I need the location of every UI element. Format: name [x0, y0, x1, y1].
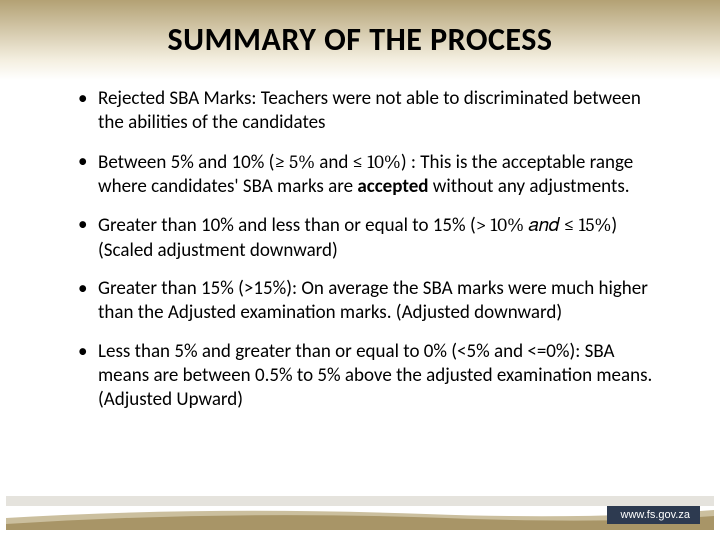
- bullet-text-part: > 10% 𝑎𝑛𝑑 ≤ 15%: [476, 214, 612, 236]
- bullet-item: Greater than 15% (>15%): On average the …: [78, 277, 660, 326]
- footer-url: www.fs.gov.za: [607, 506, 701, 524]
- slide-content: SUMMARY OF THE PROCESS Rejected SBA Mark…: [0, 0, 720, 412]
- bullet-text-part: Greater than 15% (>15%): On average the …: [98, 277, 648, 324]
- bullet-text-part: Rejected SBA Marks: Teachers were not ab…: [98, 87, 641, 134]
- slide-title: SUMMARY OF THE PROCESS: [60, 20, 660, 59]
- bullet-text-part: Between 5% and 10% (: [98, 151, 274, 174]
- bullet-text-part: ≥ 5%: [274, 151, 319, 173]
- bullet-list: Rejected SBA Marks: Teachers were not ab…: [60, 87, 660, 412]
- bullet-text-part: ≤ 10%: [348, 151, 401, 173]
- bullet-text-part: without any adjustments.: [428, 175, 629, 198]
- bullet-item: Less than 5% and greater than or equal t…: [78, 340, 660, 413]
- bullet-item: Between 5% and 10% (≥ 5% and ≤ 10%) : Th…: [78, 150, 660, 200]
- bullet-item: Rejected SBA Marks: Teachers were not ab…: [78, 87, 660, 136]
- bullet-text-part: and: [319, 151, 348, 174]
- bullet-text-part: Less than 5% and greater than or equal t…: [98, 340, 652, 412]
- footer: www.fs.gov.za: [0, 482, 720, 540]
- bullet-item: Greater than 10% and less than or equal …: [78, 213, 660, 263]
- bullet-text-part: Greater than 10% and less than or equal …: [98, 214, 476, 237]
- bullet-text-part: accepted: [357, 175, 428, 198]
